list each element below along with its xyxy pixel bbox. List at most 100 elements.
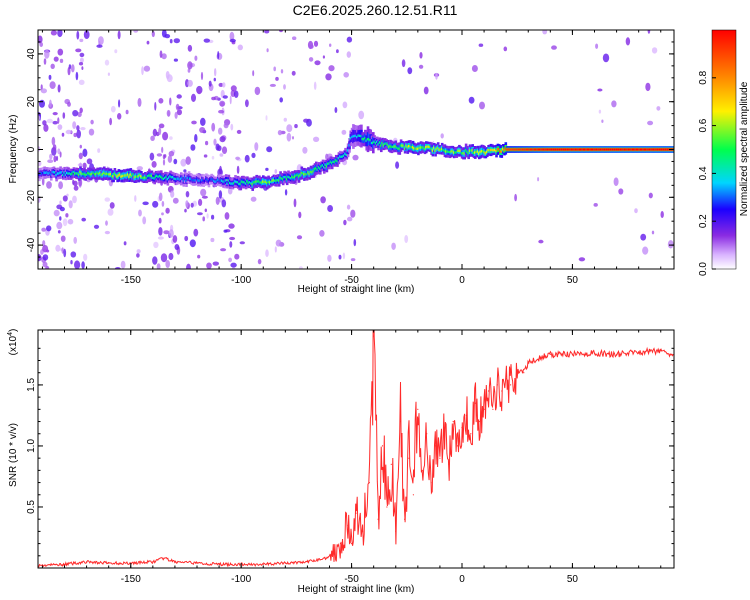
ridge-core (651, 148, 655, 151)
noise-speckle (134, 195, 137, 202)
noise-speckle (67, 66, 71, 76)
noise-speckle (325, 73, 332, 81)
ridge-core (629, 148, 632, 151)
ridge-core (324, 163, 327, 166)
snr-frame (37, 329, 675, 569)
ridge-core (187, 176, 191, 179)
noise-speckle (41, 227, 47, 232)
noise-speckle (217, 51, 220, 60)
noise-speckle (239, 241, 245, 245)
ridge-core (625, 148, 628, 151)
noise-speckle (123, 241, 127, 246)
y-tick-label: 1.0 (26, 439, 37, 453)
noise-speckle (257, 258, 262, 265)
noise-speckle (275, 239, 282, 247)
noise-speckle (40, 88, 48, 94)
x-tick-label: -100 (231, 275, 251, 286)
noise-speckle (57, 48, 64, 56)
noise-speckle (358, 110, 365, 120)
noise-speckle (274, 246, 277, 253)
noise-speckle (211, 96, 216, 101)
noise-speckle (200, 188, 207, 197)
ridge-core (627, 148, 631, 151)
ridge-core (38, 173, 41, 176)
noise-speckle (346, 36, 353, 43)
ridge-core (411, 146, 415, 149)
noise-speckle (161, 200, 165, 207)
ridge-core (72, 170, 76, 174)
noise-speckle (97, 148, 101, 153)
ridge-core (315, 167, 318, 170)
noise-speckle (254, 86, 261, 96)
noise-speckle (245, 99, 249, 108)
noise-speckle (78, 79, 85, 86)
noise-speckle (218, 127, 223, 135)
snr-data-point (395, 530, 397, 533)
noise-speckle (645, 82, 651, 92)
noise-speckle (219, 136, 226, 143)
noise-speckle (229, 38, 236, 43)
noise-speckle (61, 132, 65, 137)
noise-speckle (279, 30, 283, 33)
snr-y-scale-prefix: (x10 (8, 335, 19, 355)
colorbar-label: Normalized spectral amplitude (739, 81, 750, 216)
snr-data-point (461, 427, 463, 429)
y-tick-label: 1.5 (26, 378, 37, 392)
noise-speckle (48, 74, 52, 80)
ridge-core (509, 148, 513, 151)
ridge-core (113, 172, 117, 175)
noise-speckle (651, 230, 655, 235)
noise-speckle (173, 38, 180, 44)
ridge-core (483, 150, 486, 154)
snr-line-layer (38, 330, 674, 568)
snr-data-point (470, 433, 472, 435)
ridge-core (574, 148, 578, 151)
noise-speckle (194, 55, 198, 61)
noise-speckle (236, 165, 240, 174)
ridge-core (283, 176, 286, 179)
colorbar-ticks: 0.0 0.2 0.4 0.6 0.8 (698, 70, 716, 276)
noise-speckle (81, 66, 84, 70)
noise-speckle (70, 260, 73, 265)
noise-speckle (221, 199, 227, 208)
noise-speckle (158, 127, 162, 136)
ridge-core (76, 172, 80, 175)
ridge-core (532, 148, 535, 151)
noise-speckle (158, 192, 163, 202)
snr-y-scale-label: (x104) (7, 329, 19, 356)
noise-speckle (76, 30, 80, 40)
noise-speckle (57, 30, 63, 38)
snr-data-point (412, 494, 414, 496)
ridge-core (598, 148, 602, 151)
snr-data-point (638, 351, 640, 353)
snr-x-axis-label: Height of straight line (km) (298, 584, 415, 595)
noise-speckle (308, 57, 314, 62)
snr-data-point (399, 420, 401, 423)
ridge-core (647, 148, 651, 151)
noise-speckle (42, 254, 49, 261)
noise-speckle (79, 107, 83, 114)
noise-speckle (602, 53, 610, 63)
ridge-core (368, 138, 371, 141)
noise-speckle (651, 47, 658, 54)
ridge-core (489, 148, 493, 152)
noise-speckle (283, 84, 286, 90)
snr-series-line (38, 330, 674, 568)
noise-speckle (176, 94, 182, 99)
noise-speckle (162, 159, 166, 166)
ridge-core (527, 148, 530, 151)
noise-speckle (166, 109, 171, 117)
ridge-core (328, 162, 331, 165)
noise-speckle (43, 58, 47, 65)
ridge-core (648, 148, 652, 151)
noise-speckle (219, 153, 224, 157)
ridge-core (474, 151, 477, 154)
noise-speckle (656, 106, 661, 111)
ridge-core (399, 144, 403, 147)
noise-speckle (57, 84, 61, 93)
noise-speckle (158, 123, 165, 129)
noise-speckle (53, 209, 60, 217)
noise-speckle (173, 158, 178, 165)
ridge-core (558, 148, 562, 151)
snr-data-point (404, 518, 406, 520)
